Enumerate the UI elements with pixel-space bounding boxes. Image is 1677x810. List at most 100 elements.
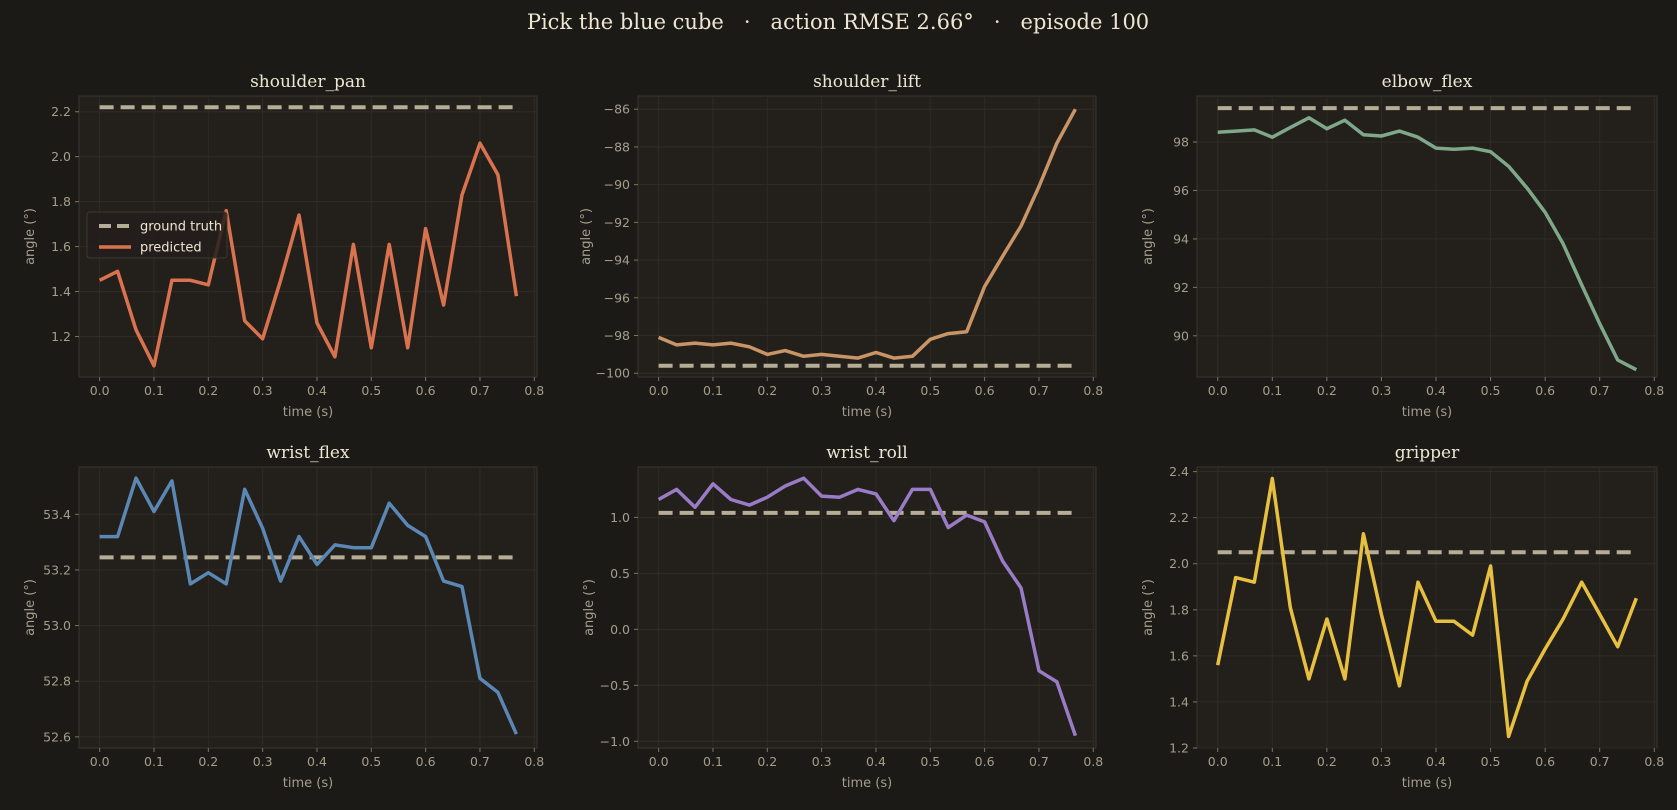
x-tick-label: 0.2 bbox=[1317, 383, 1337, 398]
plot-area bbox=[1196, 466, 1658, 749]
subplot-shoulder_lift: 0.0 0.1 0.2 0.3 0.4 0.5 0.6 0.7 0.8 −100 −98 −96 −94… bbox=[579, 72, 1103, 420]
x-axis-label: time (s) bbox=[283, 405, 333, 420]
x-tick-label: 0.5 bbox=[920, 754, 940, 769]
x-tick-label: 0.0 bbox=[649, 383, 669, 398]
predicted-line bbox=[657, 476, 1078, 737]
x-tick-label: 0.8 bbox=[524, 754, 544, 769]
predicted-line bbox=[99, 476, 518, 735]
subplot-title: wrist_roll bbox=[826, 443, 907, 463]
x-tick-label: 0.5 bbox=[361, 754, 381, 769]
subplot-title: gripper bbox=[1395, 443, 1460, 463]
plot-area bbox=[637, 95, 1097, 378]
y-tick-label: 92 bbox=[1173, 280, 1189, 295]
x-tick-label: 0.8 bbox=[1644, 754, 1664, 769]
y-axis-label: angle (°) bbox=[582, 579, 597, 636]
subplot-title: wrist_flex bbox=[266, 443, 350, 463]
x-tick-label: 0.2 bbox=[1317, 754, 1337, 769]
y-tick-label: 1.8 bbox=[1169, 602, 1189, 617]
subplot-title: shoulder_lift bbox=[813, 72, 921, 92]
y-tick-label: 2.2 bbox=[1169, 510, 1189, 525]
subplot-wrist_flex: 0.0 0.1 0.2 0.3 0.4 0.5 0.6 0.7 0.8 52.6 52.8 53.0 5… bbox=[23, 443, 544, 791]
x-tick-label: 0.3 bbox=[1371, 754, 1391, 769]
subplot-title: shoulder_pan bbox=[250, 72, 366, 92]
x-tick-label: 0.4 bbox=[866, 383, 886, 398]
x-tick-label: 0.1 bbox=[1262, 754, 1282, 769]
y-axis-label: angle (°) bbox=[1141, 208, 1156, 265]
x-axis-label: time (s) bbox=[1402, 405, 1452, 420]
y-tick-label: −90 bbox=[604, 177, 630, 192]
y-tick-label: 53.2 bbox=[43, 562, 71, 577]
y-tick-label: −0.5 bbox=[600, 678, 630, 693]
y-tick-label: −88 bbox=[604, 139, 630, 154]
y-tick-label: 0.0 bbox=[610, 622, 630, 637]
x-tick-label: 0.5 bbox=[920, 383, 940, 398]
y-tick-label: 1.4 bbox=[1169, 694, 1189, 709]
subplot-title: elbow_flex bbox=[1382, 72, 1473, 92]
y-tick-label: 53.0 bbox=[43, 618, 71, 633]
x-tick-label: 0.6 bbox=[975, 383, 995, 398]
x-tick-label: 0.6 bbox=[1535, 754, 1555, 769]
x-tick-label: 0.5 bbox=[1481, 754, 1501, 769]
x-tick-label: 0.1 bbox=[144, 754, 164, 769]
x-tick-label: 0.6 bbox=[975, 754, 995, 769]
y-axis-label: angle (°) bbox=[1141, 579, 1156, 636]
x-tick-label: 0.6 bbox=[1535, 383, 1555, 398]
predicted-line bbox=[1215, 476, 1638, 739]
x-tick-label: 0.0 bbox=[1208, 754, 1228, 769]
y-tick-label: 2.4 bbox=[1169, 464, 1189, 479]
y-tick-label: 1.0 bbox=[610, 510, 630, 525]
x-tick-label: 0.1 bbox=[144, 383, 164, 398]
x-tick-label: 0.2 bbox=[198, 754, 218, 769]
plot-area bbox=[1196, 95, 1658, 378]
x-tick-label: 0.3 bbox=[812, 383, 832, 398]
x-axis-label: time (s) bbox=[283, 776, 333, 791]
x-axis-label: time (s) bbox=[842, 405, 892, 420]
subplot-elbow_flex: 0.0 0.1 0.2 0.3 0.4 0.5 0.6 0.7 0.8 90 92 94 96 98 elb… bbox=[1141, 72, 1664, 420]
y-tick-label: 52.6 bbox=[43, 729, 71, 744]
x-tick-label: 0.7 bbox=[1029, 754, 1049, 769]
subplot-grid: 0.0 0.1 0.2 0.3 0.4 0.5 0.6 0.7 0.8 1.2 1.4 1.6 1.8 2… bbox=[23, 72, 1664, 791]
x-tick-label: 0.5 bbox=[1481, 383, 1501, 398]
x-tick-label: 0.8 bbox=[1083, 383, 1103, 398]
x-tick-label: 0.4 bbox=[307, 754, 327, 769]
x-tick-label: 0.7 bbox=[470, 383, 490, 398]
y-tick-label: 2.0 bbox=[1169, 556, 1189, 571]
x-tick-label: 0.3 bbox=[812, 754, 832, 769]
x-tick-label: 0.0 bbox=[90, 754, 110, 769]
x-tick-label: 0.7 bbox=[1590, 383, 1610, 398]
y-tick-label: 1.6 bbox=[1169, 648, 1189, 663]
x-axis-label: time (s) bbox=[1402, 776, 1452, 791]
y-tick-label: −94 bbox=[604, 253, 630, 268]
x-tick-label: 0.8 bbox=[1083, 754, 1103, 769]
x-tick-label: 0.8 bbox=[524, 383, 544, 398]
predicted-line bbox=[657, 108, 1077, 360]
x-tick-label: 0.1 bbox=[1262, 383, 1282, 398]
x-tick-label: 0.4 bbox=[1426, 383, 1446, 398]
y-tick-label: 94 bbox=[1173, 231, 1189, 246]
y-tick-label: 2.2 bbox=[51, 104, 71, 119]
figure-title: Pick the blue cube · action RMSE 2.66° ·… bbox=[527, 10, 1149, 34]
x-tick-label: 0.1 bbox=[703, 383, 723, 398]
x-tick-label: 0.3 bbox=[253, 383, 273, 398]
legend-label: ground truth bbox=[140, 220, 222, 235]
y-tick-label: 1.6 bbox=[51, 239, 71, 254]
predicted-line bbox=[1217, 116, 1638, 372]
x-tick-label: 0.6 bbox=[416, 383, 436, 398]
plot-area bbox=[78, 466, 538, 749]
y-tick-label: 52.8 bbox=[43, 674, 71, 689]
y-tick-label: 90 bbox=[1173, 328, 1189, 343]
subplot-gripper: 0.0 0.1 0.2 0.3 0.4 0.5 0.6 0.7 0.8 1.2 1.4 1.6 1.8 2… bbox=[1141, 443, 1664, 791]
x-tick-label: 0.5 bbox=[361, 383, 381, 398]
x-tick-label: 0.0 bbox=[90, 383, 110, 398]
y-tick-label: 1.8 bbox=[51, 194, 71, 209]
x-tick-label: 0.2 bbox=[757, 383, 777, 398]
x-tick-label: 0.0 bbox=[649, 754, 669, 769]
x-tick-label: 0.8 bbox=[1644, 383, 1664, 398]
y-tick-label: 0.5 bbox=[610, 566, 630, 581]
predicted-line bbox=[98, 141, 519, 368]
x-tick-label: 0.4 bbox=[866, 754, 886, 769]
x-tick-label: 0.7 bbox=[1590, 754, 1610, 769]
y-tick-label: −98 bbox=[604, 328, 630, 343]
x-tick-label: 0.6 bbox=[416, 754, 436, 769]
